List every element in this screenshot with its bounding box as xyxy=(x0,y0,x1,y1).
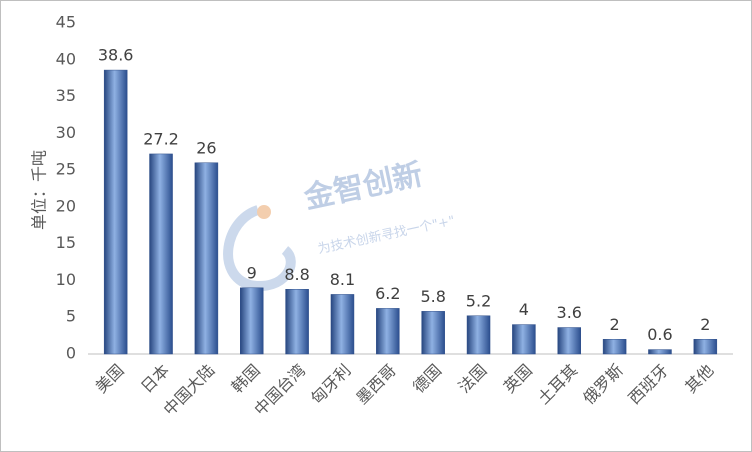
bar xyxy=(466,315,491,355)
bar xyxy=(194,162,219,355)
y-tick-label: 35 xyxy=(56,86,76,105)
value-label: 3.6 xyxy=(557,303,582,322)
watermark-dot xyxy=(257,205,271,219)
value-label: 5.8 xyxy=(420,287,445,306)
y-tick-label: 15 xyxy=(56,233,76,252)
value-label: 4 xyxy=(519,300,529,319)
bar xyxy=(330,294,355,355)
y-tick-label: 30 xyxy=(56,123,76,142)
bar xyxy=(103,69,128,355)
bar xyxy=(693,339,718,355)
y-axis-label: 单位：千吨 xyxy=(30,150,49,230)
value-label: 26 xyxy=(196,138,216,157)
value-label: 8.8 xyxy=(284,265,309,284)
bar xyxy=(557,327,581,355)
value-label: 2 xyxy=(610,315,620,334)
y-tick-label: 25 xyxy=(56,160,76,179)
value-label: 0.6 xyxy=(647,325,672,344)
bar xyxy=(512,324,536,355)
y-tick-label: 20 xyxy=(56,196,76,215)
value-label: 27.2 xyxy=(143,129,179,148)
bar xyxy=(648,349,672,355)
value-label: 9 xyxy=(247,263,257,282)
bar xyxy=(285,289,309,355)
value-label: 38.6 xyxy=(98,46,134,65)
watermark-logo xyxy=(223,205,296,292)
y-tick-label: 5 xyxy=(66,307,76,326)
value-label: 6.2 xyxy=(375,284,400,303)
y-tick-label: 0 xyxy=(66,344,76,363)
y-tick-label: 10 xyxy=(56,270,76,289)
y-tick-label: 40 xyxy=(56,49,76,68)
bar xyxy=(240,287,264,355)
bar xyxy=(421,311,445,355)
bar xyxy=(602,339,627,355)
y-tick-label: 45 xyxy=(56,13,76,32)
value-label: 8.1 xyxy=(330,270,355,289)
value-label: 2 xyxy=(700,315,710,334)
bar xyxy=(149,153,173,355)
value-label: 5.2 xyxy=(466,291,491,310)
bar xyxy=(376,308,400,355)
